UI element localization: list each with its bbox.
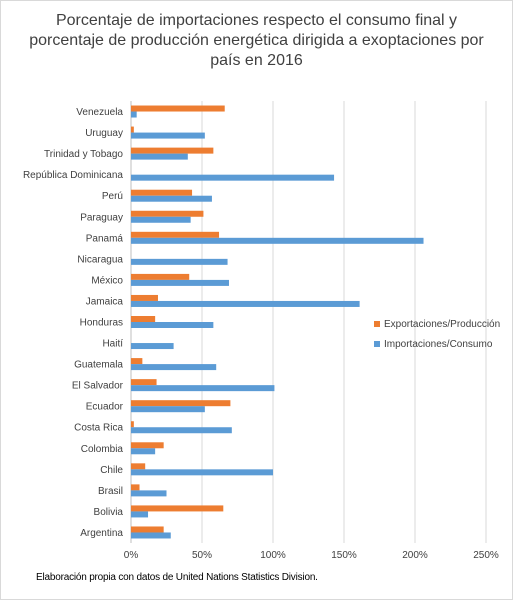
legend-swatch <box>374 341 380 347</box>
category-label: Costa Rica <box>74 423 123 434</box>
bar-exportaciones-produccion <box>131 105 225 112</box>
bar-importaciones-consumo <box>131 511 149 518</box>
x-tick-label: 150% <box>331 550 357 561</box>
bar-importaciones-consumo <box>131 532 171 539</box>
category-label: Ecuador <box>86 402 124 413</box>
category-label: Argentina <box>80 528 123 539</box>
bar-exportaciones-produccion <box>131 421 134 428</box>
category-label: Bolivia <box>94 507 124 518</box>
category-label: Colombia <box>81 444 124 455</box>
x-tick-label: 0% <box>124 550 139 561</box>
category-label: República Dominicana <box>23 170 123 181</box>
x-tick-label: 100% <box>260 550 286 561</box>
category-label: Panamá <box>86 233 124 244</box>
category-label: Brasil <box>98 486 123 497</box>
bar-importaciones-consumo <box>131 216 191 223</box>
bar-importaciones-consumo <box>131 364 217 371</box>
bar-exportaciones-produccion <box>131 147 214 154</box>
category-label: Trinidad y Tobago <box>44 149 123 160</box>
bar-exportaciones-produccion <box>131 231 220 238</box>
bar-importaciones-consumo <box>131 385 275 392</box>
bar-exportaciones-produccion <box>131 126 134 133</box>
bar-exportaciones-produccion <box>131 463 146 470</box>
bar-importaciones-consumo <box>131 153 188 160</box>
category-label: Uruguay <box>85 128 123 139</box>
bar-exportaciones-produccion <box>131 505 224 512</box>
legend-swatch <box>374 321 380 327</box>
category-label: El Salvador <box>72 381 124 392</box>
bar-exportaciones-produccion <box>131 189 193 196</box>
category-label: Paraguay <box>80 212 123 223</box>
bar-exportaciones-produccion <box>131 484 140 491</box>
bar-importaciones-consumo <box>131 300 360 307</box>
bar-importaciones-consumo <box>131 322 214 328</box>
bar-exportaciones-produccion <box>131 400 231 407</box>
category-label: Nicaragua <box>77 254 123 265</box>
category-label: Chile <box>100 465 123 476</box>
bar-importaciones-consumo <box>131 258 228 265</box>
legend-label: Exportaciones/Producción <box>384 319 500 330</box>
bar-importaciones-consumo <box>131 490 167 497</box>
bar-importaciones-consumo <box>131 469 273 476</box>
bar-exportaciones-produccion <box>131 210 204 217</box>
category-label: Honduras <box>80 318 123 329</box>
category-label: México <box>91 275 123 286</box>
bar-exportaciones-produccion <box>131 379 157 386</box>
bar-importaciones-consumo <box>131 111 137 118</box>
bar-exportaciones-produccion <box>131 526 164 533</box>
bar-exportaciones-produccion <box>131 273 190 280</box>
x-tick-label: 200% <box>402 550 428 561</box>
bar-exportaciones-produccion <box>131 358 143 365</box>
source-note: Elaboración propia con datos de United N… <box>36 572 318 583</box>
category-label: Perú <box>102 191 123 202</box>
bar-exportaciones-produccion <box>131 442 164 449</box>
bar-importaciones-consumo <box>131 132 205 139</box>
bar-importaciones-consumo <box>131 195 212 202</box>
category-label: Venezuela <box>76 107 123 118</box>
category-label: Jamaica <box>86 296 124 307</box>
category-label: Guatemala <box>74 360 123 371</box>
chart-title: Porcentaje de importaciones respecto el … <box>29 12 484 69</box>
x-tick-label: 50% <box>192 550 212 561</box>
bar-importaciones-consumo <box>131 279 229 286</box>
bar-importaciones-consumo <box>131 174 335 181</box>
bar-exportaciones-produccion <box>131 294 158 301</box>
category-label: Haití <box>102 339 123 350</box>
bar-importaciones-consumo <box>131 343 174 350</box>
bar-importaciones-consumo <box>131 448 156 455</box>
bar-importaciones-consumo <box>131 406 205 413</box>
x-tick-label: 250% <box>473 550 499 561</box>
bar-exportaciones-produccion <box>131 316 156 322</box>
bar-importaciones-consumo <box>131 427 232 434</box>
legend-label: Importaciones/Consumo <box>384 339 493 350</box>
bar-importaciones-consumo <box>131 237 424 244</box>
